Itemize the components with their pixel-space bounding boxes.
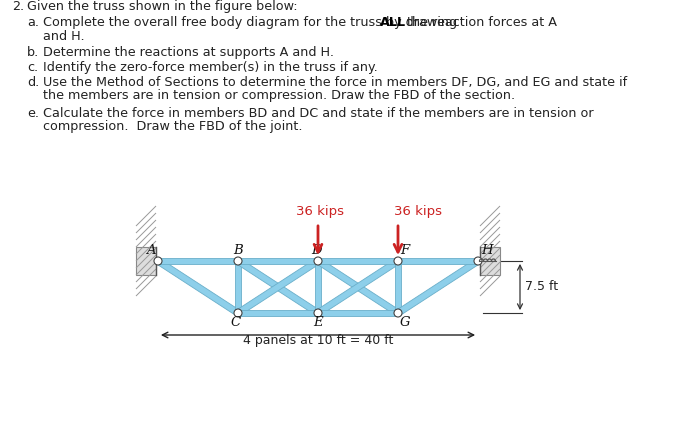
Text: compression.  Draw the FBD of the joint.: compression. Draw the FBD of the joint. [43, 120, 302, 133]
Text: c.: c. [27, 61, 38, 74]
Polygon shape [156, 258, 240, 316]
Circle shape [234, 257, 242, 265]
Text: a.: a. [27, 16, 39, 29]
Text: d.: d. [27, 75, 39, 89]
Circle shape [474, 257, 482, 265]
Circle shape [154, 257, 162, 265]
Polygon shape [235, 261, 241, 313]
Polygon shape [318, 310, 398, 316]
Polygon shape [315, 261, 321, 313]
Polygon shape [236, 258, 320, 316]
Text: Calculate the force in members BD and DC and state if the members are in tension: Calculate the force in members BD and DC… [43, 107, 594, 119]
Circle shape [314, 257, 322, 265]
Text: A: A [146, 244, 155, 257]
Text: b.: b. [27, 46, 39, 59]
Polygon shape [395, 261, 401, 313]
Text: 36 kips: 36 kips [394, 205, 442, 218]
Circle shape [314, 309, 322, 317]
Text: B: B [233, 244, 243, 257]
Text: 4 panels at 10 ft = 40 ft: 4 panels at 10 ft = 40 ft [243, 334, 393, 347]
Text: the reaction forces at A: the reaction forces at A [403, 16, 557, 29]
Text: 36 kips: 36 kips [296, 205, 344, 218]
Circle shape [394, 309, 402, 317]
Text: Complete the overall free body diagram for the truss by drawing: Complete the overall free body diagram f… [43, 16, 461, 29]
Text: H: H [481, 244, 493, 257]
Text: 2.: 2. [12, 0, 24, 13]
Text: G: G [400, 316, 411, 329]
Text: 7.5 ft: 7.5 ft [525, 280, 558, 293]
Text: Given the truss shown in the figure below:: Given the truss shown in the figure belo… [27, 0, 298, 13]
Bar [480, 247, 500, 275]
Polygon shape [238, 258, 318, 264]
Polygon shape [238, 310, 318, 316]
Polygon shape [396, 258, 480, 316]
Circle shape [394, 257, 402, 265]
Text: Use the Method of Sections to determine the force in members DF, DG, and EG and : Use the Method of Sections to determine … [43, 75, 627, 89]
Text: and H.: and H. [43, 30, 84, 43]
Polygon shape [158, 258, 238, 264]
Text: C: C [230, 316, 240, 329]
Text: the members are in tension or compression. Draw the FBD of the section.: the members are in tension or compressio… [43, 89, 515, 102]
Polygon shape [318, 258, 398, 264]
Text: D: D [311, 244, 321, 257]
Circle shape [234, 309, 242, 317]
Polygon shape [316, 258, 400, 316]
Polygon shape [316, 258, 400, 316]
Bar [136, 247, 156, 275]
Text: Identify the zero-force member(s) in the truss if any.: Identify the zero-force member(s) in the… [43, 61, 378, 74]
Polygon shape [398, 258, 478, 264]
Text: F: F [400, 244, 409, 257]
Text: Determine the reactions at supports A and H.: Determine the reactions at supports A an… [43, 46, 334, 59]
Text: E: E [313, 316, 323, 329]
Polygon shape [236, 258, 320, 316]
Text: ALL: ALL [380, 16, 406, 29]
Text: e.: e. [27, 107, 39, 119]
